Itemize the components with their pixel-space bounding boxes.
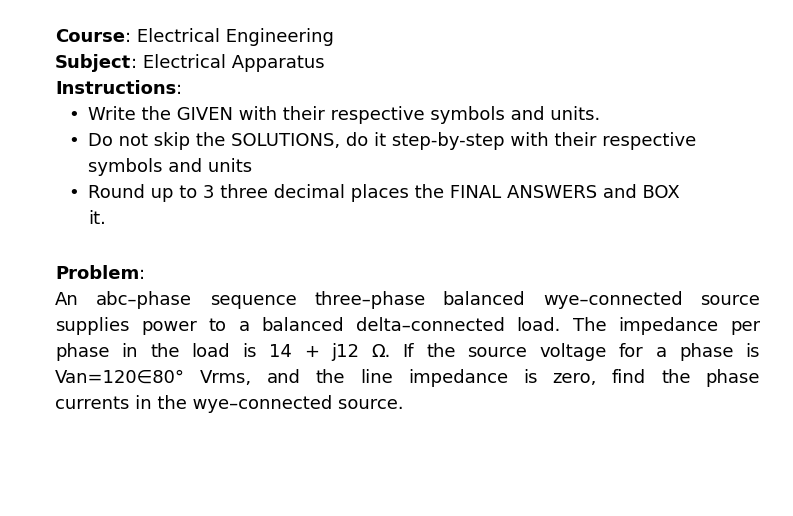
- Text: If: If: [402, 343, 414, 361]
- Text: zero,: zero,: [553, 368, 597, 386]
- Text: three–phase: three–phase: [314, 291, 425, 309]
- Text: it.: it.: [88, 210, 106, 228]
- Text: sequence: sequence: [210, 291, 297, 309]
- Text: find: find: [612, 368, 646, 386]
- Text: is: is: [745, 343, 760, 361]
- Text: to: to: [209, 317, 227, 334]
- Text: phase: phase: [679, 343, 734, 361]
- Text: balanced: balanced: [262, 317, 344, 334]
- Text: •: •: [68, 184, 79, 202]
- Text: the: the: [150, 343, 180, 361]
- Text: delta–connected: delta–connected: [356, 317, 505, 334]
- Text: load: load: [192, 343, 230, 361]
- Text: impedance: impedance: [408, 368, 508, 386]
- Text: Vrms,: Vrms,: [200, 368, 252, 386]
- Text: An: An: [55, 291, 79, 309]
- Text: Instructions: Instructions: [55, 80, 176, 98]
- Text: is: is: [523, 368, 538, 386]
- Text: •: •: [68, 132, 79, 150]
- Text: Subject: Subject: [55, 54, 132, 72]
- Text: a: a: [239, 317, 250, 334]
- Text: supplies: supplies: [55, 317, 129, 334]
- Text: source: source: [468, 343, 527, 361]
- Text: j12: j12: [331, 343, 359, 361]
- Text: symbols and units: symbols and units: [88, 158, 252, 176]
- Text: +: +: [304, 343, 319, 361]
- Text: is: is: [243, 343, 257, 361]
- Text: voltage: voltage: [539, 343, 607, 361]
- Text: phase: phase: [706, 368, 760, 386]
- Text: The: The: [573, 317, 607, 334]
- Text: the: the: [316, 368, 346, 386]
- Text: phase: phase: [55, 343, 109, 361]
- Text: currents in the wye–connected source.: currents in the wye–connected source.: [55, 395, 404, 413]
- Text: : Electrical Apparatus: : Electrical Apparatus: [132, 54, 325, 72]
- Text: Problem: Problem: [55, 265, 140, 283]
- Text: Do not skip the SOLUTIONS, do it step-by-step with their respective: Do not skip the SOLUTIONS, do it step-by…: [88, 132, 696, 150]
- Text: in: in: [121, 343, 138, 361]
- Text: a: a: [656, 343, 667, 361]
- Text: load.: load.: [516, 317, 561, 334]
- Text: abc–phase: abc–phase: [96, 291, 192, 309]
- Text: Round up to 3 three decimal places the FINAL ANSWERS and BOX: Round up to 3 three decimal places the F…: [88, 184, 680, 202]
- Text: impedance: impedance: [618, 317, 718, 334]
- Text: line: line: [360, 368, 393, 386]
- Text: Ω.: Ω.: [371, 343, 390, 361]
- Text: : Electrical Engineering: : Electrical Engineering: [125, 28, 334, 46]
- Text: per: per: [730, 317, 760, 334]
- Text: :: :: [176, 80, 182, 98]
- Text: the: the: [661, 368, 691, 386]
- Text: wye–connected: wye–connected: [543, 291, 683, 309]
- Text: 14: 14: [269, 343, 292, 361]
- Text: •: •: [68, 106, 79, 124]
- Text: Write the GIVEN with their respective symbols and units.: Write the GIVEN with their respective sy…: [88, 106, 600, 124]
- Text: Course: Course: [55, 28, 125, 46]
- Text: balanced: balanced: [442, 291, 526, 309]
- Text: the: the: [426, 343, 455, 361]
- Text: power: power: [141, 317, 197, 334]
- Text: source: source: [700, 291, 760, 309]
- Text: Van=120∈80°: Van=120∈80°: [55, 368, 185, 386]
- Text: and: and: [267, 368, 301, 386]
- Text: for: for: [619, 343, 644, 361]
- Text: :: :: [140, 265, 145, 283]
